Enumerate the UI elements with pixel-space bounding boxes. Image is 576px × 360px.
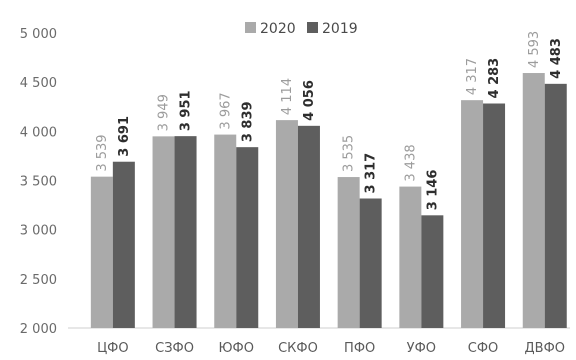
- data-label-2019-ЮФО: 3 839: [240, 101, 255, 142]
- bar-2020-ЦФО: [90, 176, 113, 328]
- data-labels-group: 3 539 3 691 3 949 3 951 3 967 3 839 4 114 4 056…: [95, 31, 564, 211]
- bar-2020-СФО: [461, 100, 484, 328]
- data-label-2020-УФО: 3 438: [403, 144, 418, 181]
- category-label: ЮФО: [219, 341, 254, 356]
- data-label-2019-УФО: 3 146: [425, 170, 440, 211]
- data-label-2020-ДВФО: 4 593: [527, 31, 542, 68]
- category-label: УФО: [407, 341, 436, 356]
- category-labels-group: ЦФО СЗФО ЮФО СКФО ПФО УФО СФО ДВФО: [97, 341, 565, 356]
- y-tick-label: 3 000: [20, 224, 57, 239]
- legend-swatch-2019: [307, 22, 318, 33]
- data-label-2020-ЮФО: 3 967: [218, 92, 233, 129]
- data-label-2019-СФО: 4 283: [487, 58, 502, 99]
- category-label: СФО: [468, 341, 499, 356]
- data-label-2019-СКФО: 4 056: [302, 80, 317, 121]
- legend-swatch-2020: [245, 22, 256, 33]
- data-label-2020-СКФО: 4 114: [280, 78, 295, 115]
- y-tick-label: 2 000: [20, 322, 57, 337]
- data-label-2019-ДВФО: 4 483: [549, 38, 564, 79]
- y-tick-label: 4 500: [20, 76, 57, 91]
- bar-2019-УФО: [421, 215, 444, 328]
- data-label-2020-СФО: 4 317: [465, 58, 480, 95]
- bar-2019-ДВФО: [544, 83, 567, 328]
- bar-2019-ЦФО: [112, 161, 135, 328]
- bar-2019-СФО: [483, 103, 506, 328]
- y-tick-label: 3 500: [20, 175, 57, 190]
- data-label-2019-СЗФО: 3 951: [179, 90, 194, 131]
- bars-group: [90, 73, 567, 329]
- bar-2020-СЗФО: [152, 136, 175, 328]
- category-label: ЦФО: [97, 341, 129, 356]
- bar-2020-ДВФО: [522, 73, 545, 328]
- category-label: ПФО: [344, 341, 375, 356]
- bar-2019-ПФО: [359, 198, 382, 328]
- bar-2020-СКФО: [275, 120, 298, 328]
- legend-label-2020: 2020: [260, 21, 296, 37]
- bar-2019-ЮФО: [236, 147, 259, 328]
- y-tick-label: 5 000: [20, 27, 57, 42]
- bar-2019-СКФО: [297, 125, 320, 329]
- legend: 2020 2019: [245, 21, 358, 37]
- bar-2019-СЗФО: [174, 136, 197, 328]
- data-label-2020-ПФО: 3 535: [342, 135, 357, 172]
- y-tick-label: 4 000: [20, 125, 57, 140]
- bar-2020-УФО: [399, 186, 422, 328]
- bar-2020-ЮФО: [214, 134, 237, 328]
- data-label-2020-ЦФО: 3 539: [95, 134, 110, 171]
- category-label: ДВФО: [525, 341, 566, 356]
- category-label: СЗФО: [155, 341, 194, 356]
- category-label: СКФО: [278, 341, 318, 356]
- data-label-2019-ЦФО: 3 691: [117, 116, 132, 157]
- data-label-2020-СЗФО: 3 949: [157, 94, 172, 131]
- y-axis: 2 000 2 500 3 000 3 500 4 000 4 500 5 000: [20, 27, 57, 337]
- bar-2020-ПФО: [337, 177, 360, 328]
- data-label-2019-ПФО: 3 317: [364, 153, 379, 194]
- legend-label-2019: 2019: [322, 21, 358, 37]
- y-tick-label: 2 500: [20, 273, 57, 288]
